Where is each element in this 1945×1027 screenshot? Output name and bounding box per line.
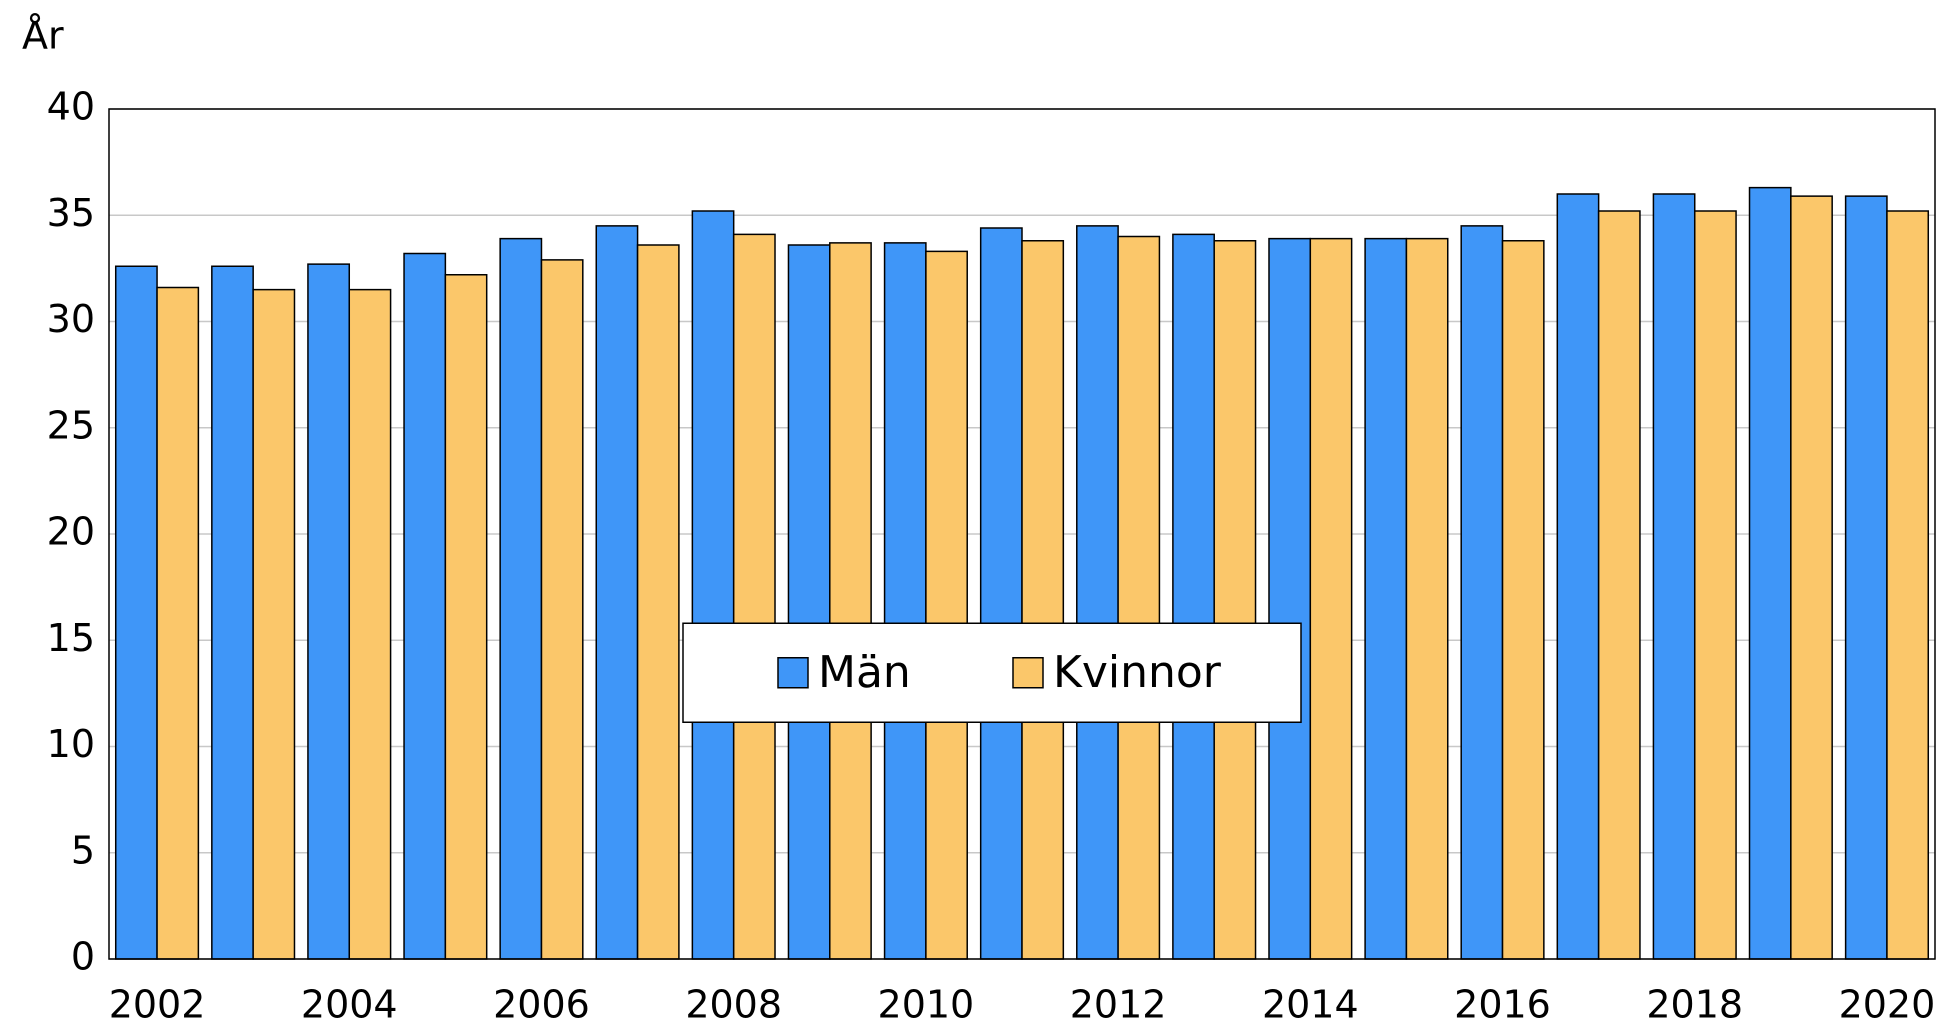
bar xyxy=(1556,193,1600,960)
bar xyxy=(348,288,392,960)
bar xyxy=(1364,237,1408,960)
bar xyxy=(540,259,584,960)
bar xyxy=(595,225,639,960)
bar xyxy=(1886,210,1930,960)
bar xyxy=(1501,240,1545,960)
x-tick-label: 2010 xyxy=(878,983,975,1027)
bar xyxy=(787,244,831,960)
bar xyxy=(403,252,447,960)
x-tick-label: 2002 xyxy=(109,983,206,1027)
bar xyxy=(979,227,1023,960)
bar xyxy=(252,288,296,960)
bar xyxy=(499,237,543,960)
legend-swatch xyxy=(1012,657,1044,689)
y-tick-label: 15 xyxy=(47,616,95,660)
legend-label: Män xyxy=(818,647,911,698)
legend: Män Kvinnor xyxy=(682,622,1302,723)
bar xyxy=(829,242,872,960)
y-tick-label: 35 xyxy=(47,191,95,235)
bar xyxy=(1460,225,1504,960)
bar xyxy=(1268,237,1312,960)
y-tick-label: 40 xyxy=(47,85,95,129)
x-tick-label: 2016 xyxy=(1454,983,1551,1027)
bar xyxy=(1748,186,1792,960)
x-tick-label: 2008 xyxy=(685,983,782,1027)
bar xyxy=(211,265,254,960)
y-axis-label: År xyxy=(22,14,64,58)
x-tick-label: 2014 xyxy=(1262,983,1359,1027)
bar xyxy=(1405,237,1449,960)
bar xyxy=(1597,210,1641,960)
x-tick-label: 2020 xyxy=(1839,983,1936,1027)
bar xyxy=(1117,235,1161,960)
bar xyxy=(883,242,927,960)
bar xyxy=(1309,237,1353,960)
legend-swatch xyxy=(777,657,809,689)
y-tick-label: 0 xyxy=(71,935,95,979)
y-tick-label: 10 xyxy=(47,722,95,766)
bar xyxy=(307,263,351,960)
bar xyxy=(1172,233,1215,960)
bar xyxy=(444,274,488,960)
x-tick-label: 2004 xyxy=(301,983,398,1027)
bar xyxy=(732,233,776,960)
legend-frame xyxy=(682,622,1302,723)
bar xyxy=(156,286,200,960)
bar xyxy=(1693,210,1737,960)
bar xyxy=(114,265,158,960)
bar xyxy=(1790,195,1833,960)
y-tick-label: 30 xyxy=(47,297,95,341)
legend-label: Kvinnor xyxy=(1053,647,1222,698)
bar xyxy=(691,210,735,960)
bar xyxy=(1844,195,1888,960)
x-tick-label: 2018 xyxy=(1646,983,1743,1027)
x-tick-label: 2006 xyxy=(493,983,590,1027)
y-tick-label: 5 xyxy=(71,828,95,872)
bar xyxy=(1021,240,1065,960)
bar xyxy=(1652,193,1696,960)
bar xyxy=(636,244,680,960)
y-tick-label: 25 xyxy=(47,403,95,447)
y-tick-label: 20 xyxy=(47,510,95,554)
bar xyxy=(1213,240,1257,960)
bar xyxy=(925,250,968,960)
x-tick-label: 2012 xyxy=(1070,983,1167,1027)
bar xyxy=(1076,225,1119,960)
plot-frame xyxy=(108,108,1936,960)
